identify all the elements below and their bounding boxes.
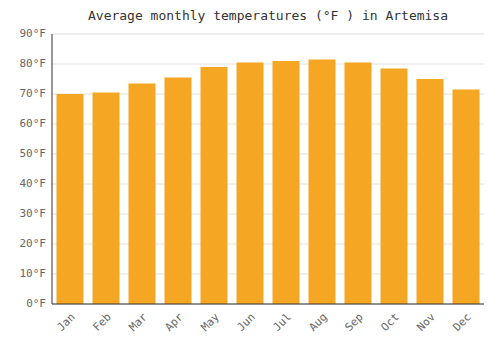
chart: 0°F 10°F 20°F 30°F 40°F 50°F 60°F 70°F 80°F 90°F J… (0, 0, 500, 350)
x-tick-label: Jan (55, 311, 78, 334)
y-tick-label: 0°F (26, 297, 46, 310)
x-tick-label: Sep (343, 311, 366, 334)
bar (273, 61, 300, 304)
x-tick-label: Jul (271, 311, 294, 334)
x-tick-label: Feb (91, 311, 114, 334)
bar (57, 94, 84, 304)
grid-line (52, 34, 484, 35)
grid-line (52, 304, 484, 305)
bar (237, 63, 264, 305)
bar (345, 63, 372, 305)
bar (309, 60, 336, 305)
x-tick-label: May (199, 310, 223, 334)
y-tick-label: 30°F (20, 207, 47, 220)
bar (453, 90, 480, 305)
bar (129, 84, 156, 305)
y-tick-label: 40°F (20, 177, 47, 190)
y-tick-label: 70°F (20, 87, 47, 100)
bar (165, 78, 192, 305)
grid (52, 34, 484, 304)
bar (93, 93, 120, 305)
y-axis-line (52, 34, 53, 304)
y-tick-label: 60°F (20, 117, 47, 130)
x-tick-label: Aug (307, 311, 330, 334)
bars (57, 60, 480, 305)
x-tick-label: Apr (163, 310, 187, 334)
x-tick-label: Mar (127, 310, 151, 334)
bar (381, 69, 408, 305)
y-tick-label: 80°F (20, 57, 47, 70)
grid-line (52, 64, 484, 65)
y-tick-label: 20°F (20, 237, 47, 250)
y-tick-label: 50°F (20, 147, 47, 160)
x-tick-label: Jun (235, 311, 258, 334)
bar (201, 67, 228, 304)
x-tick-label: Oct (379, 311, 402, 334)
x-tick-label: Nov (415, 310, 439, 334)
x-tick-label: Dec (451, 311, 474, 334)
title: Average monthly temperatures (°F ) in Ar… (88, 8, 448, 23)
bar (417, 79, 444, 304)
y-tick-label: 10°F (20, 267, 47, 280)
y-tick-label: 90°F (20, 27, 47, 40)
x-axis-line (52, 304, 484, 305)
